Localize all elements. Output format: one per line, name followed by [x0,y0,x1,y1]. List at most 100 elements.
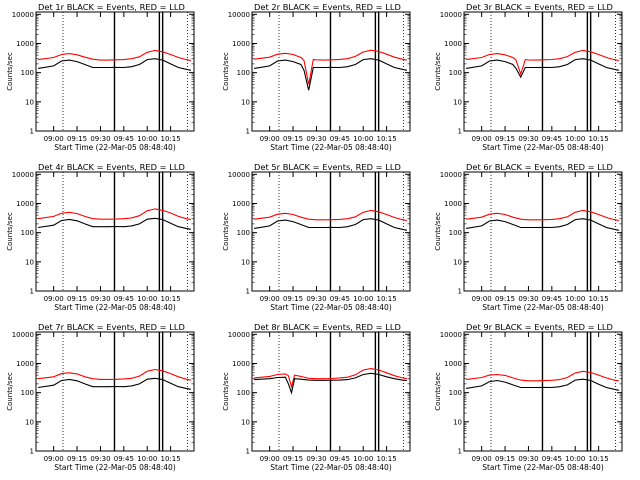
y-tick-label: 10 [25,98,34,106]
x-tick-label: 10:00 [353,135,373,143]
series-line-lld [254,209,408,222]
chart-title: Det 3r BLACK = Events, RED = LLD [466,2,613,12]
x-tick-label: 09:15 [495,295,515,303]
y-tick-label: 10000 [440,11,462,19]
y-tick-label: 1 [458,448,462,456]
y-tick-label: 100 [449,389,462,397]
x-tick-label: 09:45 [330,135,350,143]
y-tick-label: 1000 [232,200,250,208]
y-tick-label: 100 [237,389,250,397]
y-axis-label: Counts/sec [6,52,14,91]
x-tick-label: 09:30 [90,135,110,143]
series-line-events [38,377,192,390]
x-tick-label: 09:30 [306,135,326,143]
y-tick-label: 10 [453,98,462,106]
y-tick-label: 1000 [232,40,250,48]
y-tick-label: 100 [449,229,462,237]
x-tick-label: 09:15 [67,295,87,303]
chart-panel: Det 8r BLACK = Events, RED = LLD 1 10 100 10… [222,322,411,472]
y-tick-label: 10000 [228,171,250,179]
x-tick-label: 09:45 [542,295,562,303]
series-line-events [38,58,192,71]
y-tick-label: 10000 [228,331,250,339]
series-line-lld [254,49,408,85]
y-tick-label: 10000 [228,11,250,19]
x-tick-label: 09:00 [472,295,492,303]
x-tick-label: 09:30 [306,295,326,303]
x-tick-label: 10:00 [137,295,157,303]
y-tick-label: 100 [237,69,250,77]
y-tick-label: 100 [21,389,34,397]
x-tick-label: 09:00 [260,135,280,143]
x-tick-label: 09:00 [260,295,280,303]
x-tick-label: 09:45 [542,135,562,143]
x-tick-label: 10:00 [353,295,373,303]
x-tick-label: 09:30 [90,295,110,303]
x-axis-label: Start Time (22-Mar-05 08:48:40) [54,463,176,472]
y-tick-label: 10000 [12,11,34,19]
x-axis-label: Start Time (22-Mar-05 08:48:40) [482,143,604,152]
x-tick-label: 09:15 [67,135,87,143]
y-axis-label: Counts/sec [434,212,442,251]
y-tick-label: 1000 [232,360,250,368]
x-axis-label: Start Time (22-Mar-05 08:48:40) [482,303,604,312]
y-tick-label: 1 [246,128,250,136]
series-line-events [254,372,407,395]
y-tick-label: 10000 [440,331,462,339]
x-tick-label: 09:30 [518,455,538,463]
chart-title: Det 8r BLACK = Events, RED = LLD [254,322,401,332]
x-tick-label: 10:15 [589,135,609,143]
x-tick-label: 09:15 [495,455,515,463]
y-tick-label: 100 [449,69,462,77]
y-tick-label: 10000 [12,171,34,179]
series-line-lld [38,208,192,221]
chart-panel: Det 6r BLACK = Events, RED = LLD 1 10 100 10… [434,162,623,312]
y-axis-label: Counts/sec [222,212,230,251]
x-tick-label: 10:15 [589,295,609,303]
x-tick-label: 10:00 [137,455,157,463]
y-tick-label: 10 [241,98,250,106]
x-tick-label: 10:00 [353,455,373,463]
series-line-events [466,218,620,231]
x-tick-label: 09:45 [330,295,350,303]
x-tick-label: 10:00 [565,295,585,303]
chart-title: Det 6r BLACK = Events, RED = LLD [466,162,613,172]
y-tick-label: 100 [21,69,34,77]
x-tick-label: 10:15 [161,295,181,303]
series-line-events [254,218,408,231]
x-axis-label: Start Time (22-Mar-05 08:48:40) [270,303,392,312]
series-line-lld [466,209,620,222]
chart-title: Det 9r BLACK = Events, RED = LLD [466,322,613,332]
y-tick-label: 100 [237,229,250,237]
y-tick-label: 1 [246,448,250,456]
y-tick-label: 10000 [12,331,34,339]
y-axis-label: Counts/sec [6,372,14,411]
y-axis-label: Counts/sec [6,212,14,251]
y-tick-label: 1 [458,288,462,296]
x-tick-label: 09:15 [283,455,303,463]
y-tick-label: 1 [246,288,250,296]
series-line-events [38,217,192,230]
chart-title: Det 7r BLACK = Events, RED = LLD [38,322,185,332]
series-line-lld [466,49,620,76]
x-axis-label: Start Time (22-Mar-05 08:48:40) [270,143,392,152]
x-tick-label: 09:15 [495,135,515,143]
series-line-events [466,378,620,391]
y-tick-label: 10 [453,258,462,266]
chart-panel: Det 2r BLACK = Events, RED = LLD 1 10 100 10… [222,2,411,152]
x-axis-label: Start Time (22-Mar-05 08:48:40) [482,463,604,472]
chart-title: Det 1r BLACK = Events, RED = LLD [38,2,185,12]
x-tick-label: 09:15 [67,455,87,463]
y-tick-label: 1 [30,288,34,296]
x-tick-label: 09:30 [306,455,326,463]
x-tick-label: 10:15 [377,135,397,143]
y-tick-label: 1 [30,128,34,136]
y-tick-label: 10 [25,418,34,426]
x-tick-label: 09:30 [518,135,538,143]
chart-title: Det 4r BLACK = Events, RED = LLD [38,162,185,172]
series-line-lld [38,49,192,62]
chart-panel: Det 7r BLACK = Events, RED = LLD 1 10 100 10… [6,322,195,472]
y-tick-label: 1 [458,128,462,136]
y-tick-label: 100 [21,229,34,237]
